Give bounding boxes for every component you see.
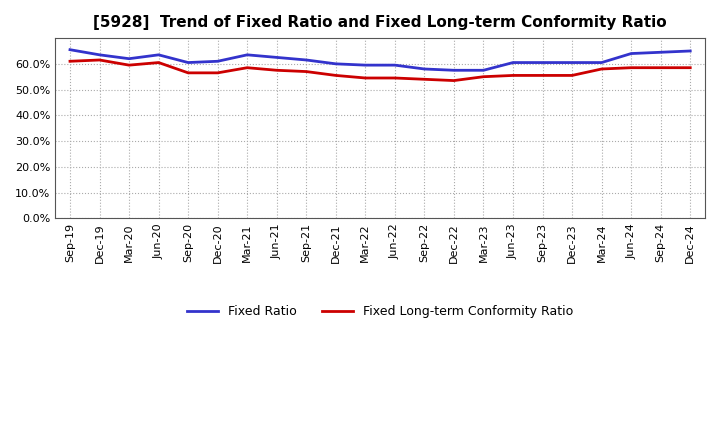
Fixed Ratio (627, 51, 636, 56)
Fixed Ratio (539, 60, 547, 65)
Line: Fixed Ratio: Fixed Ratio (70, 50, 690, 70)
Fixed Long-term Conformity Ratio (331, 73, 340, 78)
Fixed Long-term Conformity Ratio (390, 75, 399, 81)
Fixed Ratio (154, 52, 163, 58)
Fixed Ratio (449, 68, 458, 73)
Fixed Long-term Conformity Ratio (627, 65, 636, 70)
Fixed Long-term Conformity Ratio (125, 62, 133, 68)
Fixed Long-term Conformity Ratio (154, 60, 163, 65)
Fixed Ratio (361, 62, 369, 68)
Fixed Ratio (272, 55, 281, 60)
Fixed Long-term Conformity Ratio (686, 65, 695, 70)
Fixed Ratio (598, 60, 606, 65)
Fixed Long-term Conformity Ratio (213, 70, 222, 76)
Fixed Ratio (302, 57, 310, 62)
Fixed Long-term Conformity Ratio (539, 73, 547, 78)
Fixed Long-term Conformity Ratio (449, 78, 458, 83)
Fixed Long-term Conformity Ratio (66, 59, 74, 64)
Fixed Long-term Conformity Ratio (598, 66, 606, 72)
Fixed Long-term Conformity Ratio (302, 69, 310, 74)
Fixed Ratio (125, 56, 133, 61)
Fixed Ratio (213, 59, 222, 64)
Fixed Ratio (686, 48, 695, 54)
Fixed Long-term Conformity Ratio (361, 75, 369, 81)
Fixed Ratio (243, 52, 251, 58)
Fixed Long-term Conformity Ratio (272, 68, 281, 73)
Legend: Fixed Ratio, Fixed Long-term Conformity Ratio: Fixed Ratio, Fixed Long-term Conformity … (182, 300, 578, 323)
Fixed Ratio (657, 50, 665, 55)
Fixed Long-term Conformity Ratio (480, 74, 488, 79)
Fixed Long-term Conformity Ratio (420, 77, 428, 82)
Fixed Ratio (66, 47, 74, 52)
Fixed Ratio (509, 60, 518, 65)
Fixed Long-term Conformity Ratio (509, 73, 518, 78)
Fixed Ratio (95, 52, 104, 58)
Fixed Long-term Conformity Ratio (95, 57, 104, 62)
Fixed Long-term Conformity Ratio (184, 70, 192, 76)
Fixed Ratio (480, 68, 488, 73)
Title: [5928]  Trend of Fixed Ratio and Fixed Long-term Conformity Ratio: [5928] Trend of Fixed Ratio and Fixed Lo… (94, 15, 667, 30)
Fixed Ratio (184, 60, 192, 65)
Fixed Ratio (568, 60, 577, 65)
Fixed Ratio (331, 61, 340, 66)
Fixed Long-term Conformity Ratio (657, 65, 665, 70)
Fixed Ratio (390, 62, 399, 68)
Fixed Long-term Conformity Ratio (243, 65, 251, 70)
Fixed Long-term Conformity Ratio (568, 73, 577, 78)
Fixed Ratio (420, 66, 428, 72)
Line: Fixed Long-term Conformity Ratio: Fixed Long-term Conformity Ratio (70, 60, 690, 81)
